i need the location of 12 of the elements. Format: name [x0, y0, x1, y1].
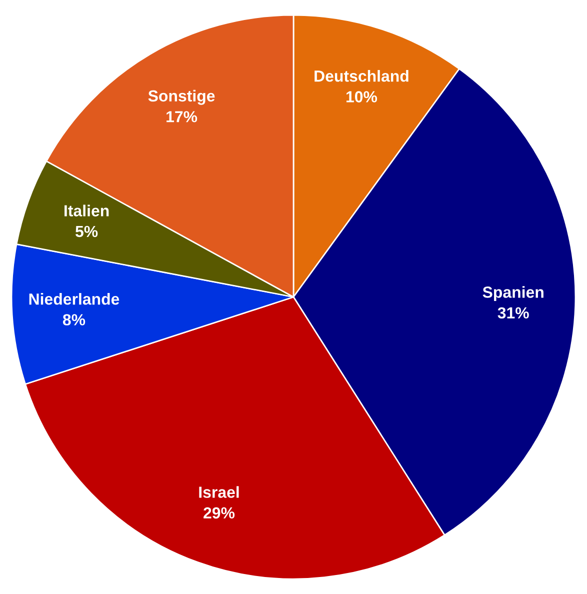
data-label: 8% [62, 314, 86, 326]
slice-label: Deutschland [314, 70, 408, 82]
data-label: 5% [76, 226, 98, 238]
data-label: 29% [204, 507, 235, 519]
data-label: 31% [498, 307, 529, 319]
slice-label: Sonstige [148, 90, 215, 105]
slice-label: Spanien [482, 286, 544, 302]
data-label: 17% [166, 111, 198, 122]
slice-label: Niederlande [29, 293, 120, 305]
slice-label: Italien [64, 204, 109, 216]
slice-label: Israel [199, 486, 239, 498]
data-label: 10% [346, 91, 378, 102]
